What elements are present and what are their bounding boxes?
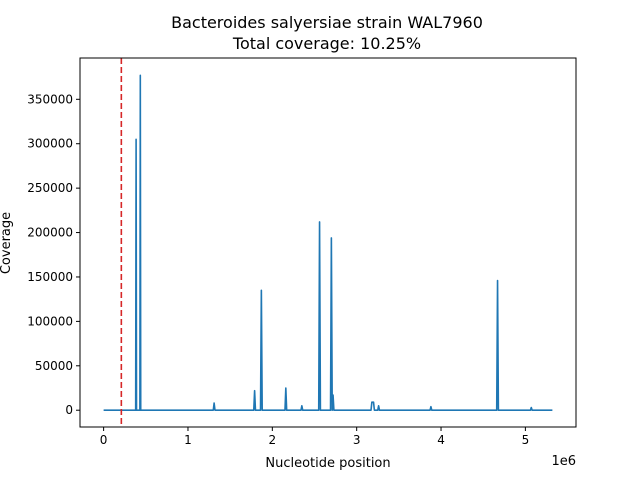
y-tick-label: 50000 [35, 359, 73, 373]
coverage-series-line [103, 74, 553, 412]
x-tick-label: 4 [437, 433, 445, 447]
x-tick-label: 1 [184, 433, 192, 447]
y-axis-ticks: 0 50000 100000 150000 200000 250000 300000 3500… [27, 92, 80, 417]
x-tick-label: 5 [522, 433, 530, 447]
x-axis-offset-label: 1e6 [551, 454, 576, 469]
y-tick-label: 250000 [27, 181, 73, 195]
y-tick-label: 0 [65, 403, 73, 417]
axes-frame [79, 57, 577, 428]
y-tick-label: 200000 [27, 226, 73, 240]
chart-subtitle: Total coverage: 10.25% [232, 34, 421, 53]
x-axis-label: Nucleotide position [265, 456, 390, 471]
x-tick-label: 2 [269, 433, 277, 447]
x-tick-label: 3 [353, 433, 361, 447]
plot-area [103, 58, 553, 427]
x-axis-ticks: 0 1 2 3 4 5 [100, 427, 529, 447]
y-tick-label: 350000 [27, 92, 73, 106]
chart-title: Bacteroides salyersiae strain WAL7960 [171, 13, 483, 32]
y-tick-label: 150000 [27, 270, 73, 284]
y-tick-label: 100000 [27, 314, 73, 328]
y-axis-label: Coverage [0, 212, 14, 274]
y-tick-label: 300000 [27, 137, 73, 151]
x-tick-label: 0 [100, 433, 108, 447]
